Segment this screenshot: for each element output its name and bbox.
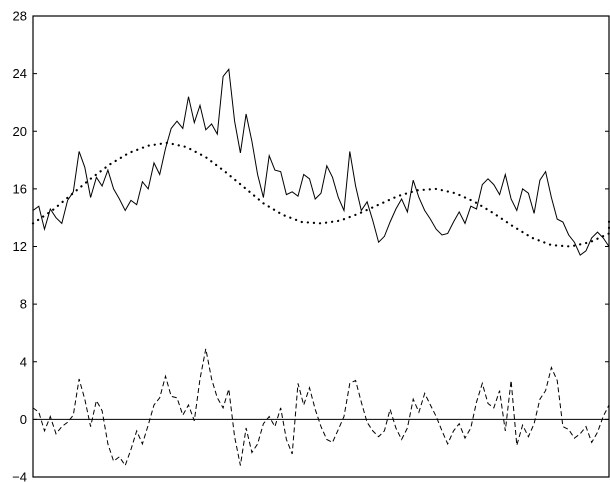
y-tick-label: 8: [20, 297, 27, 312]
y-tick-label: −4: [12, 470, 27, 482]
y-tick-label: 0: [20, 412, 27, 427]
y-tick-label: 4: [20, 354, 27, 369]
y-tick-label: 28: [13, 9, 27, 24]
y-axis-ticks: [33, 15, 609, 478]
series-line-dashed: [32, 348, 610, 467]
y-tick-label: 20: [13, 124, 27, 139]
series-line-solid: [32, 68, 610, 271]
plot-frame: [32, 15, 610, 478]
series-layer: [31, 68, 610, 467]
y-tick-label: 12: [13, 239, 27, 254]
y-tick-label: 16: [13, 181, 27, 196]
y-tick-label: 24: [13, 66, 27, 81]
y-axis-tick-labels: −4 0 4 8 12 16 20 24 28: [12, 9, 27, 482]
series-line-dotted: [31, 141, 610, 248]
